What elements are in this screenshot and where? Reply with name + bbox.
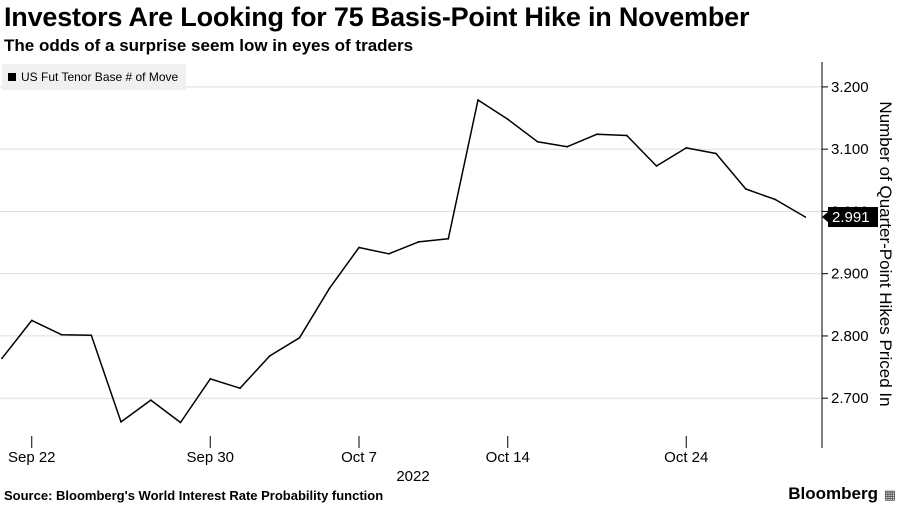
data-point: [90, 334, 93, 337]
data-point: [536, 140, 539, 143]
bloomberg-logo: Bloomberg: [788, 484, 878, 503]
data-point: [506, 118, 509, 121]
data-point: [1, 357, 3, 360]
data-point: [358, 246, 360, 249]
data-point: [685, 147, 688, 149]
data-point: [239, 387, 241, 390]
y-tick-label: 3.100: [831, 141, 869, 158]
legend: US Fut Tenor Base # of Move: [2, 64, 187, 90]
last-value-label-background: [828, 207, 878, 228]
data-point: [477, 99, 479, 101]
x-tick-label: Sep 30: [186, 449, 234, 466]
data-point: [744, 188, 747, 190]
data-point: [120, 421, 122, 423]
data-point: [60, 333, 63, 336]
page-subtitle: The odds of a surprise seem low in eyes …: [4, 36, 414, 55]
legend-label: US Fut Tenor Base # of Move: [21, 70, 179, 84]
data-point: [298, 336, 301, 339]
y-tick-label: 2.700: [831, 390, 869, 407]
data-point: [625, 134, 628, 137]
page-title: Investors Are Looking for 75 Basis-Point…: [4, 2, 750, 32]
x-tick-label: Sep 22: [8, 449, 56, 466]
data-point: [149, 399, 152, 401]
x-tick-label: Oct 7: [341, 449, 377, 466]
source-note: Source: Bloomberg's World Interest Rate …: [4, 488, 384, 503]
last-value-label-pointer: [822, 211, 829, 224]
data-point: [417, 241, 420, 243]
y-tick-label: 2.900: [831, 266, 869, 283]
data-point: [447, 237, 450, 240]
data-point: [655, 165, 658, 167]
x-tick-label: Oct 24: [664, 449, 708, 466]
bloomberg-chart-icon: ▦: [883, 487, 896, 502]
data-points: [1, 99, 807, 424]
data-point: [566, 145, 569, 148]
x-axis-year-label: 2022: [396, 468, 429, 485]
last-value-label: 2.991: [822, 207, 878, 228]
x-tick-labels: Sep 22 Sep 30 Oct 7 Oct 14 Oct 24: [8, 436, 708, 466]
legend-swatch: [8, 73, 16, 81]
y-axis-label: Number of Quarter-Point Hikes Priced In: [876, 101, 895, 407]
last-value-label-text: 2.991: [832, 209, 870, 226]
data-point: [387, 252, 390, 255]
data-point: [209, 378, 212, 380]
grid-lines: [0, 86, 822, 399]
data-point: [179, 421, 182, 424]
y-tick-label: 3.200: [831, 79, 869, 96]
series-line-us-fut-tenor: [1, 99, 806, 424]
y-tick-label: 2.800: [831, 328, 869, 345]
data-point: [596, 133, 598, 136]
data-point: [804, 216, 807, 218]
data-point: [268, 355, 271, 357]
data-point: [30, 319, 33, 322]
x-tick-label: Oct 14: [486, 449, 530, 466]
data-point: [774, 198, 777, 201]
data-point: [328, 287, 331, 290]
data-point: [715, 152, 717, 155]
